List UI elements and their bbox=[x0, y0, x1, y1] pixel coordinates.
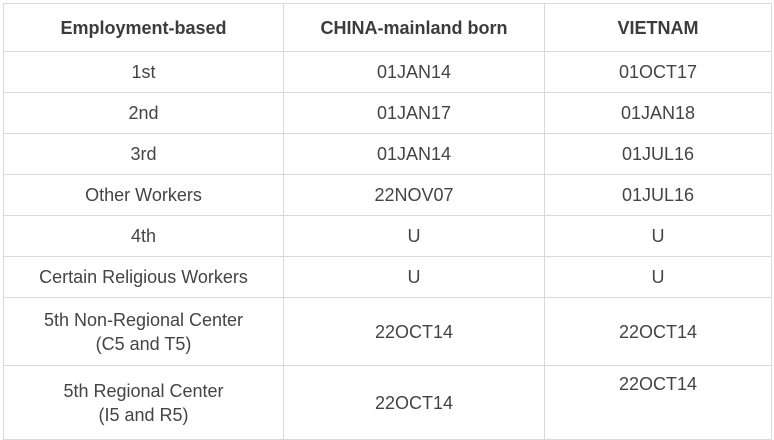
category-cell: 1st bbox=[3, 51, 284, 93]
vietnam-date-cell: 22OCT14 bbox=[544, 365, 772, 440]
vietnam-date-cell: U bbox=[544, 215, 772, 257]
header-vietnam: VIETNAM bbox=[544, 3, 772, 52]
china-date-cell: 22OCT14 bbox=[283, 365, 545, 440]
header-employment-based: Employment-based bbox=[3, 3, 284, 52]
table-row: 3rd 01JAN14 01JUL16 bbox=[3, 133, 772, 175]
category-sublabel: (I5 and R5) bbox=[98, 404, 189, 425]
china-date-cell: 01JAN14 bbox=[283, 51, 545, 93]
table-row: Other Workers 22NOV07 01JUL16 bbox=[3, 174, 772, 216]
table-row: 2nd 01JAN17 01JAN18 bbox=[3, 92, 772, 134]
category-sublabel: (C5 and T5) bbox=[95, 333, 192, 354]
category-cell: Other Workers bbox=[3, 174, 284, 216]
vietnam-date-cell: 22OCT14 bbox=[544, 297, 772, 366]
category-cell: 5th Non-Regional Center (C5 and T5) bbox=[3, 297, 284, 366]
vietnam-date-cell: 01OCT17 bbox=[544, 51, 772, 93]
vietnam-date-cell: 01JUL16 bbox=[544, 174, 772, 216]
china-date-cell: 22OCT14 bbox=[283, 297, 545, 366]
vietnam-date-cell: U bbox=[544, 256, 772, 298]
category-label: 5th Regional Center bbox=[63, 380, 224, 401]
category-cell: 4th bbox=[3, 215, 284, 257]
table-row: Certain Religious Workers U U bbox=[3, 256, 772, 298]
table-row: 5th Non-Regional Center (C5 and T5) 22OCT… bbox=[3, 297, 772, 366]
china-date-cell: U bbox=[283, 215, 545, 257]
visa-bulletin-table: Employment-based CHINA-mainland born VIE… bbox=[3, 3, 772, 440]
category-cell: 5th Regional Center (I5 and R5) bbox=[3, 365, 284, 440]
category-label: 5th Non-Regional Center bbox=[43, 309, 244, 330]
china-date-cell: 01JAN14 bbox=[283, 133, 545, 175]
table-row: 5th Regional Center (I5 and R5) 22OCT14 2… bbox=[3, 365, 772, 440]
china-date-cell: 22NOV07 bbox=[283, 174, 545, 216]
category-cell: 3rd bbox=[3, 133, 284, 175]
header-row: Employment-based CHINA-mainland born VIE… bbox=[3, 3, 772, 52]
vietnam-date-cell: 01JUL16 bbox=[544, 133, 772, 175]
table-row: 4th U U bbox=[3, 215, 772, 257]
header-china: CHINA-mainland born bbox=[283, 3, 545, 52]
china-date-cell: 01JAN17 bbox=[283, 92, 545, 134]
china-date-cell: U bbox=[283, 256, 545, 298]
category-cell: 2nd bbox=[3, 92, 284, 134]
vietnam-date-cell: 01JAN18 bbox=[544, 92, 772, 134]
category-cell: Certain Religious Workers bbox=[3, 256, 284, 298]
table-row: 1st 01JAN14 01OCT17 bbox=[3, 51, 772, 93]
